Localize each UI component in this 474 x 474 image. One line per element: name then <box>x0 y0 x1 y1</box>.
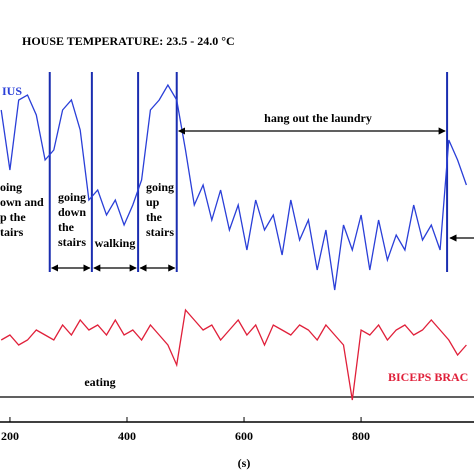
annotation: eating <box>84 375 115 389</box>
annotation: going <box>146 180 174 194</box>
x-tick-label: 200 <box>1 429 19 443</box>
annotation: down <box>58 205 86 219</box>
annotation: stairs <box>146 225 174 239</box>
series-label: IUS <box>2 84 22 98</box>
x-tick-label: 400 <box>118 429 136 443</box>
series-label: BICEPS BRAC <box>388 370 468 384</box>
annotation: walking <box>95 236 136 250</box>
annotation: oing <box>0 180 22 194</box>
annotation: stairs <box>58 235 86 249</box>
chart-title: HOUSE TEMPERATURE: 23.5 - 24.0 °C <box>22 34 235 48</box>
annotation: the <box>58 220 75 234</box>
x-tick-label: 800 <box>352 429 370 443</box>
annotation: p the <box>0 210 26 224</box>
series-line <box>0 83 468 291</box>
annotation: the <box>146 210 163 224</box>
annotation: up <box>146 195 160 209</box>
annotation: tairs <box>0 225 24 239</box>
x-axis-label: (s) <box>238 456 251 470</box>
annotation: going <box>58 190 86 204</box>
x-tick-label: 600 <box>235 429 253 443</box>
annotation: own and <box>0 195 44 209</box>
series-line <box>0 308 467 401</box>
annotation: hang out the laundry <box>264 111 372 125</box>
